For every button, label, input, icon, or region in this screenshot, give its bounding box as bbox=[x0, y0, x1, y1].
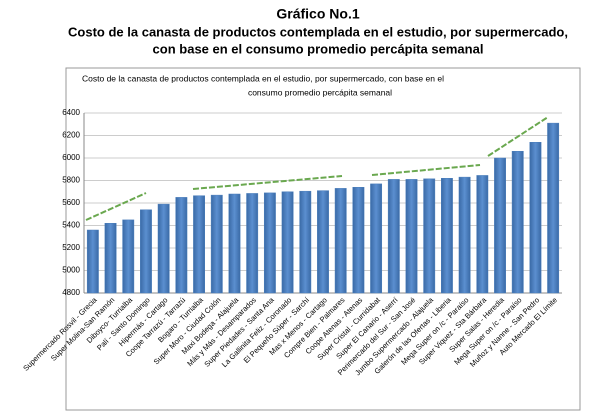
y-tick-label: 6200 bbox=[62, 131, 80, 140]
bar bbox=[352, 187, 365, 294]
bar bbox=[299, 190, 312, 294]
bar bbox=[263, 192, 276, 294]
bar bbox=[405, 179, 418, 294]
y-tick-label: 6000 bbox=[62, 153, 80, 162]
bar bbox=[387, 179, 400, 294]
y-tick-label: 5400 bbox=[62, 221, 80, 230]
trend-line bbox=[85, 192, 147, 221]
page-subtitle: con base en el consumo promedio percápit… bbox=[153, 41, 484, 56]
y-tick-label: 5000 bbox=[62, 266, 80, 275]
bar bbox=[547, 122, 560, 294]
chart-title: Costo de la canasta de productos contemp… bbox=[82, 73, 444, 83]
trend-lines bbox=[85, 116, 549, 221]
trend-line bbox=[192, 175, 343, 190]
bar bbox=[86, 229, 99, 294]
page-title: Gráfico No.1 bbox=[276, 6, 359, 22]
trend-line bbox=[487, 116, 549, 157]
bar bbox=[494, 157, 506, 294]
bar bbox=[140, 209, 152, 294]
page-subtitle: Costo de la canasta de productos contemp… bbox=[68, 24, 568, 39]
bar bbox=[317, 190, 329, 294]
chart-title: consumo promedio percápita semanal bbox=[248, 87, 392, 97]
bar bbox=[423, 178, 436, 294]
y-tick-label: 6400 bbox=[62, 108, 80, 117]
bar bbox=[511, 151, 524, 294]
y-tick-label: 4800 bbox=[62, 288, 80, 297]
y-tick-label: 5200 bbox=[62, 243, 80, 252]
bar bbox=[370, 183, 383, 294]
bar bbox=[529, 142, 542, 294]
y-tick-label: 5600 bbox=[62, 198, 80, 207]
bar bbox=[228, 193, 241, 294]
bar bbox=[175, 197, 188, 294]
bar bbox=[476, 175, 489, 294]
trend-line bbox=[371, 164, 481, 176]
bar bbox=[157, 203, 170, 294]
bar bbox=[246, 193, 259, 294]
bar bbox=[210, 194, 223, 294]
bar bbox=[334, 188, 347, 294]
y-tick-label: 5800 bbox=[62, 176, 80, 185]
bar bbox=[458, 176, 471, 294]
bar bbox=[104, 223, 117, 294]
bar bbox=[441, 178, 453, 294]
bar bbox=[281, 191, 294, 294]
bar bbox=[193, 195, 205, 294]
bar bbox=[122, 219, 135, 294]
